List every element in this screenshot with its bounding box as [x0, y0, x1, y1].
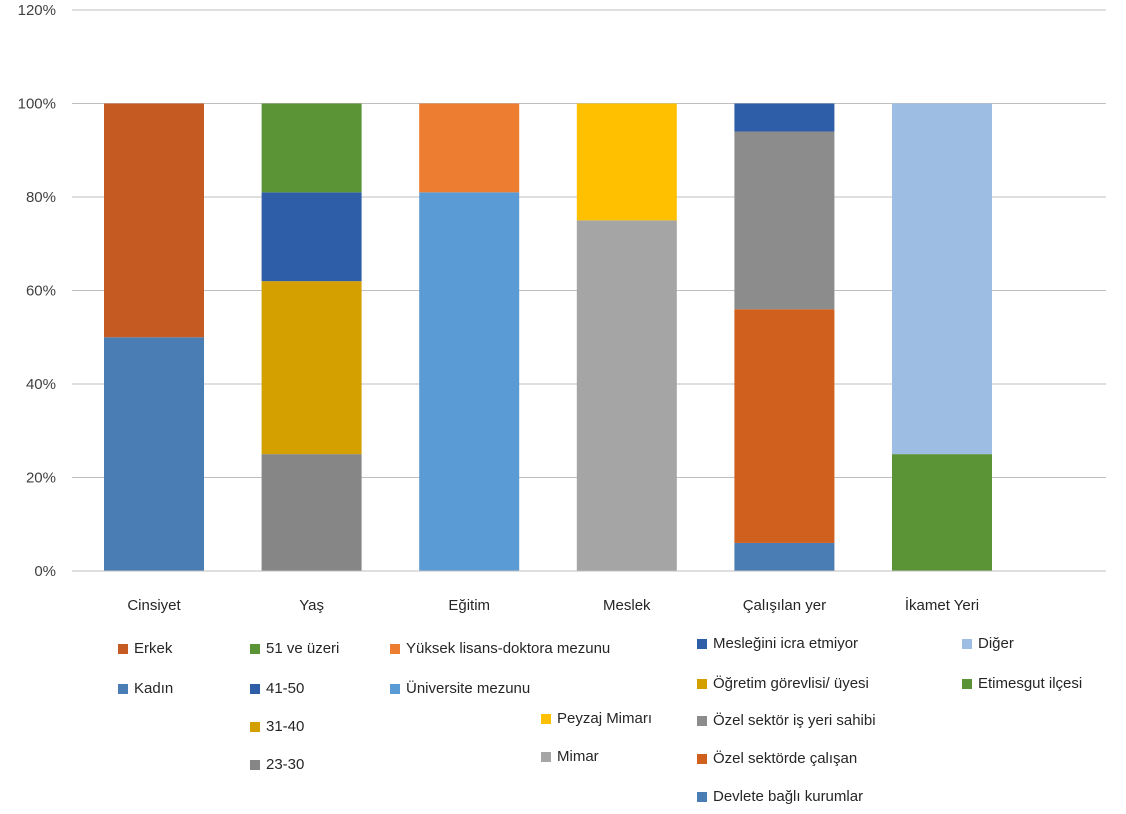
bars	[104, 103, 992, 571]
bar-segment-universite-mezunu	[419, 192, 520, 571]
x-category-label: Çalışılan yer	[743, 597, 826, 614]
bar-segment-kadin	[104, 337, 204, 571]
bar-segment-meslegini-icra-etmiyor	[734, 103, 835, 132]
bar-segment-erkek	[104, 103, 204, 338]
x-category-label: İkamet Yeri	[905, 596, 979, 614]
bar-segment-yuksek-lisans-doktora-mezunu	[419, 103, 520, 193]
bar-segment-41-50	[261, 192, 362, 282]
x-axis-category-labels: Cinsiyet Yaş Eğitim Meslek Çalışılan yer İkam…	[127, 596, 979, 614]
x-category-label: Eğitim	[448, 597, 490, 614]
bar-segment-etimesgut-ilcesi	[892, 454, 992, 571]
bar-segment-31-40	[261, 281, 362, 455]
y-tick-label: 120%	[18, 2, 56, 19]
y-tick-label: 100%	[18, 96, 56, 113]
y-tick-label: 40%	[26, 376, 56, 393]
y-tick-label: 20%	[26, 470, 56, 487]
y-tick-label: 60%	[26, 283, 56, 300]
x-category-label: Meslek	[603, 597, 651, 614]
bar-segment-ozel-sektorde-calisan	[734, 309, 835, 543]
x-category-label: Cinsiyet	[127, 597, 181, 614]
bar-segment-peyzaj-mimari	[576, 103, 677, 221]
bar-segment-51-ve-uzeri	[261, 103, 362, 193]
bar-segment-ozel-sektor-is-yeri-sahibi	[734, 131, 835, 310]
x-category-label: Yaş	[299, 597, 324, 614]
y-tick-label: 0%	[34, 563, 56, 580]
y-tick-label: 80%	[26, 189, 56, 206]
bar-segment-23-30	[261, 454, 362, 571]
bar-segment-mimar	[576, 220, 677, 571]
y-axis-tick-labels: 0% 20% 40% 60% 80% 100% 120%	[18, 2, 56, 580]
bar-segment-diger	[892, 103, 992, 455]
bar-segment-devlete-bagli-kurumlar	[734, 542, 835, 571]
